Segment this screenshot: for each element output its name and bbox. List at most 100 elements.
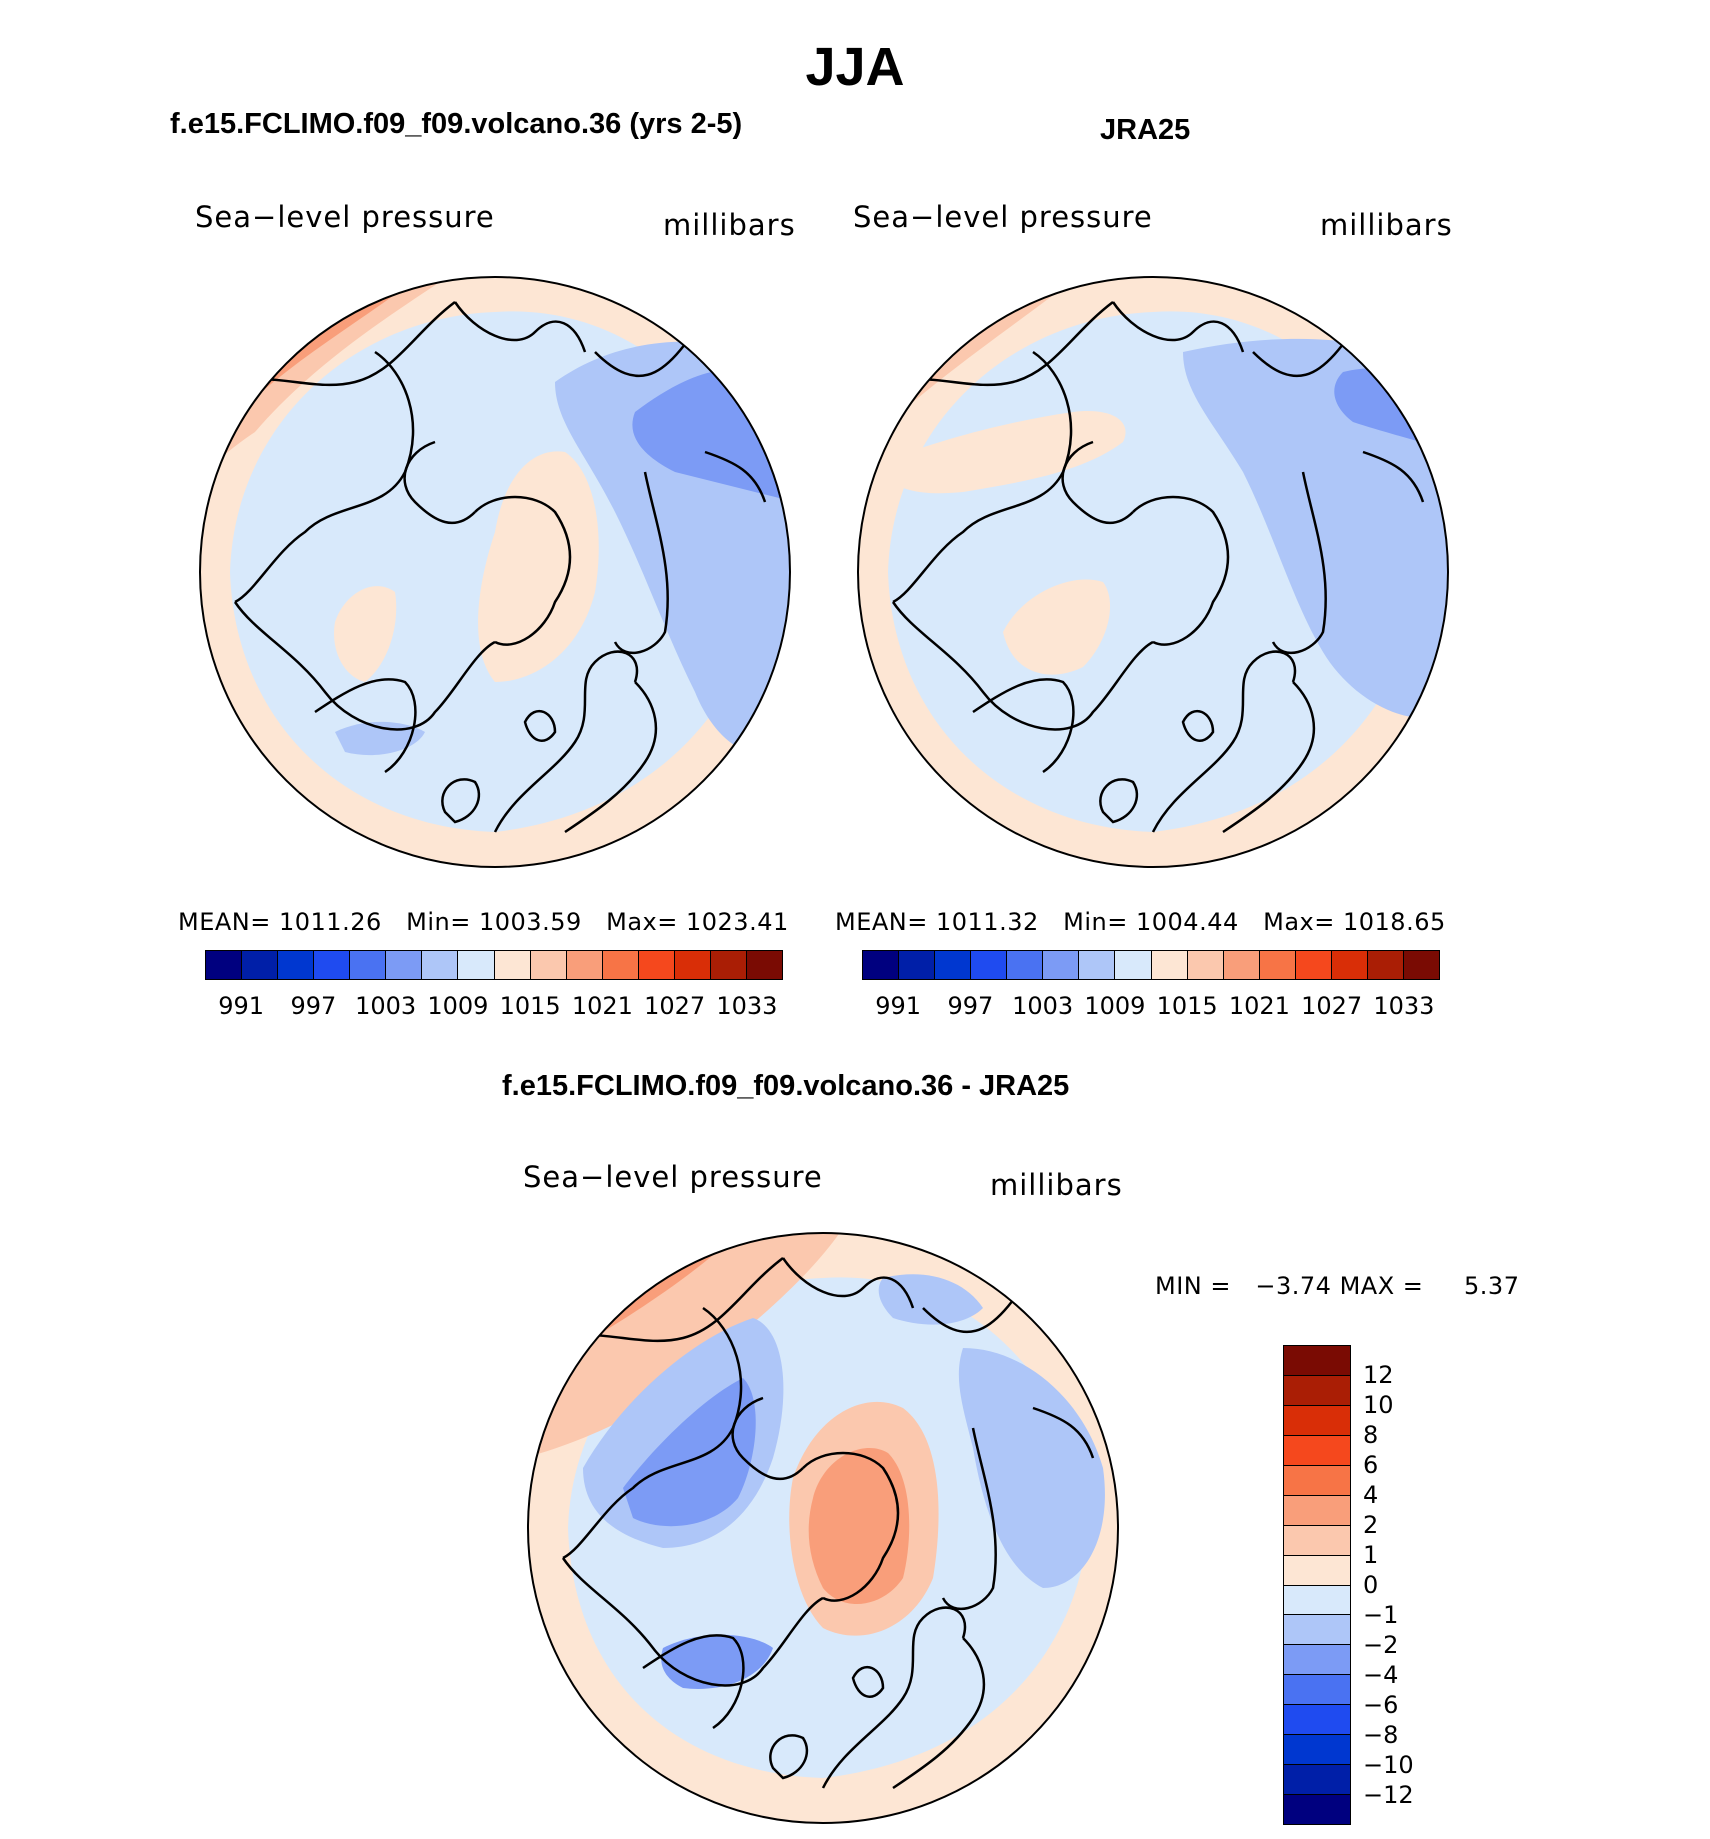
cb1-swatch bbox=[278, 951, 315, 979]
obs-stats: MEAN= 1011.32 Min= 1004.44 Max= 1018.65 bbox=[835, 908, 1446, 936]
colorbar-tick-label: 1009 bbox=[427, 992, 489, 1020]
model-mean-label: MEAN= bbox=[178, 908, 271, 936]
diff-polar-map bbox=[527, 1232, 1119, 1824]
colorbar-tick-label: 1003 bbox=[1012, 992, 1074, 1020]
diff-colorbar-tick-label: 10 bbox=[1363, 1391, 1394, 1419]
diff-colorbar-swatch bbox=[1284, 1675, 1350, 1706]
model-mean-value: 1011.26 bbox=[279, 908, 382, 936]
diff-siberia-core bbox=[808, 1448, 910, 1605]
cb1-swatch bbox=[566, 951, 603, 979]
cb1-swatch bbox=[314, 951, 351, 979]
diff-colorbar-swatch bbox=[1284, 1525, 1350, 1556]
diff-max-value: 5.37 bbox=[1464, 1272, 1520, 1300]
diff-colorbar-tick-label: 6 bbox=[1363, 1451, 1379, 1479]
colorbar-tick-label: 991 bbox=[218, 992, 265, 1020]
diff-colorbar-tick-label: −8 bbox=[1363, 1721, 1399, 1749]
obs-map-boundary bbox=[857, 276, 1449, 868]
diff-colorbar-swatch bbox=[1284, 1765, 1350, 1796]
cb2-swatch bbox=[1403, 951, 1439, 979]
cb1-swatch bbox=[206, 951, 243, 979]
diff-stats: MIN = −3.74 MAX = 5.37 bbox=[1155, 1272, 1519, 1300]
model-max-label: Max= bbox=[606, 908, 678, 936]
obs-units-label: millibars bbox=[1320, 208, 1453, 242]
diff-units-label: millibars bbox=[990, 1168, 1123, 1202]
obs-polar-map bbox=[857, 276, 1449, 868]
diff-colorbar-tick-label: −1 bbox=[1363, 1601, 1399, 1629]
cb1-swatch bbox=[710, 951, 747, 979]
cb2-swatch bbox=[1187, 951, 1224, 979]
colorbar-tick-label: 1027 bbox=[644, 992, 706, 1020]
model-greenland-high bbox=[334, 586, 397, 682]
figure-title: JJA bbox=[805, 37, 905, 97]
diff-asia-negative bbox=[878, 1274, 983, 1325]
cb2-swatch bbox=[1223, 951, 1260, 979]
diff-map-boundary bbox=[527, 1232, 1119, 1824]
model-beaufort-high bbox=[478, 451, 599, 682]
diff-colorbar-swatch bbox=[1284, 1465, 1350, 1496]
colorbar-tick-label: 997 bbox=[947, 992, 994, 1020]
diff-colorbar-swatch bbox=[1284, 1615, 1350, 1646]
model-panel-title: f.e15.FCLIMO.f09_f09.volcano.36 (yrs 2-5… bbox=[170, 108, 743, 140]
obs-panel-title: JRA25 bbox=[1100, 114, 1191, 146]
obs-min-value: 1004.44 bbox=[1135, 908, 1239, 936]
diff-colorbar-tick-label: −6 bbox=[1363, 1691, 1399, 1719]
obs-mean-label: MEAN= bbox=[835, 908, 928, 936]
obs-min-label: Min= bbox=[1063, 908, 1128, 936]
obs-mean-value: 1011.32 bbox=[936, 908, 1039, 936]
cb2-swatch bbox=[1295, 951, 1332, 979]
diff-colorbar-tick-label: 12 bbox=[1363, 1361, 1394, 1389]
obs-max-value: 1018.65 bbox=[1343, 908, 1446, 936]
diff-colorbar-tick-label: 1 bbox=[1363, 1541, 1379, 1569]
colorbar-tick-label: 1021 bbox=[1228, 992, 1290, 1020]
diff-colorbar-swatch bbox=[1284, 1585, 1350, 1616]
diff-iceland-negative bbox=[661, 1634, 773, 1689]
colorbar-tick-label: 1027 bbox=[1301, 992, 1363, 1020]
colorbar-tick-label: 1033 bbox=[1373, 992, 1435, 1020]
cb2-swatch bbox=[1079, 951, 1116, 979]
diff-colorbar-swatch bbox=[1284, 1375, 1350, 1406]
model-min-label: Min= bbox=[406, 908, 471, 936]
cb2-swatch bbox=[899, 951, 936, 979]
cb2-swatch bbox=[1259, 951, 1296, 979]
diff-variable-label: Sea−level pressure bbox=[523, 1160, 823, 1194]
model-min-value: 1003.59 bbox=[478, 908, 582, 936]
diff-min-value: −3.74 bbox=[1255, 1272, 1332, 1300]
cb2-swatch bbox=[1007, 951, 1044, 979]
diff-canada-core bbox=[623, 1378, 756, 1527]
cb2-swatch bbox=[1331, 951, 1368, 979]
cb1-swatch bbox=[494, 951, 531, 979]
obs-asia-low bbox=[1183, 338, 1448, 719]
colorbar-tick-label: 1015 bbox=[499, 992, 561, 1020]
diff-colorbar-swatch bbox=[1284, 1645, 1350, 1676]
colorbar-tick-label: 1033 bbox=[716, 992, 778, 1020]
diff-colorbar-swatch bbox=[1284, 1735, 1350, 1766]
diff-colorbar-tick-label: −2 bbox=[1363, 1631, 1399, 1659]
diff-max-label: MAX = bbox=[1339, 1272, 1424, 1300]
diff-colorbar-swatch bbox=[1284, 1705, 1350, 1736]
colorbar-tick-label: 1021 bbox=[571, 992, 633, 1020]
obs-colorbar bbox=[862, 950, 1440, 980]
cb1-swatch bbox=[674, 951, 711, 979]
cb1-swatch bbox=[602, 951, 639, 979]
diff-colorbar-tick-label: −4 bbox=[1363, 1661, 1399, 1689]
model-colorbar bbox=[205, 950, 783, 980]
diff-colorbar-tick-label: −12 bbox=[1363, 1781, 1414, 1809]
diff-colorbar-swatch bbox=[1284, 1495, 1350, 1526]
model-max-value: 1023.41 bbox=[686, 908, 789, 936]
cb1-swatch bbox=[242, 951, 279, 979]
obs-greenland-high bbox=[1003, 579, 1111, 675]
diff-colorbar-swatch bbox=[1284, 1435, 1350, 1466]
model-stats: MEAN= 1011.26 Min= 1003.59 Max= 1023.41 bbox=[178, 908, 789, 936]
cb2-swatch bbox=[1367, 951, 1404, 979]
diff-coastlines bbox=[561, 1257, 1095, 1790]
cb1-swatch bbox=[638, 951, 675, 979]
cb2-swatch bbox=[971, 951, 1008, 979]
cb2-swatch bbox=[1115, 951, 1152, 979]
diff-min-label: MIN = bbox=[1155, 1272, 1231, 1300]
obs-alaska-high bbox=[883, 411, 1126, 494]
model-variable-label: Sea−level pressure bbox=[195, 200, 495, 234]
colorbar-tick-label: 1003 bbox=[355, 992, 417, 1020]
colorbar-tick-label: 1009 bbox=[1084, 992, 1146, 1020]
diff-colorbar-tick-label: −10 bbox=[1363, 1751, 1414, 1779]
obs-max-label: Max= bbox=[1263, 908, 1335, 936]
